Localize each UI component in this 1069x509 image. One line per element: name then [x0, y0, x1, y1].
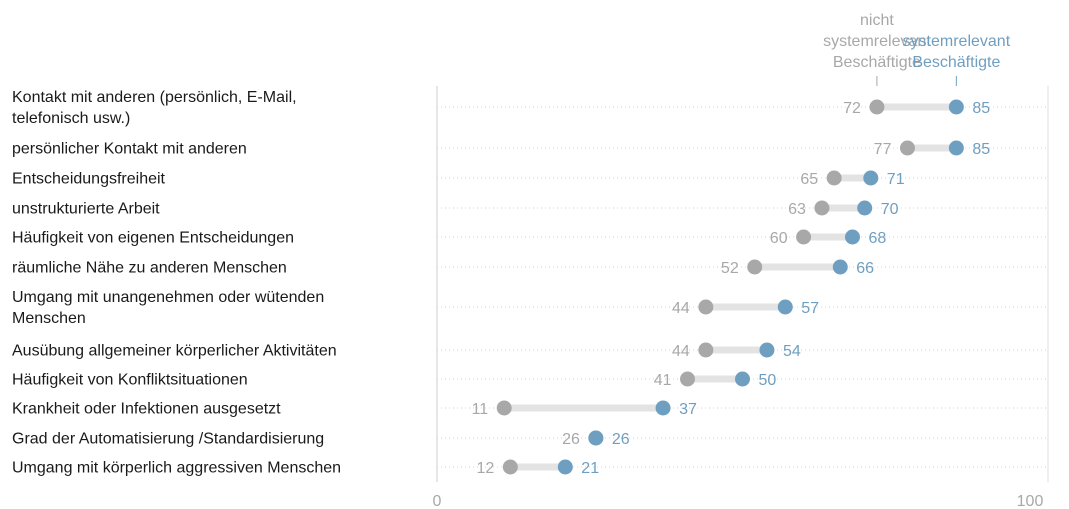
- value-label-nicht-systemrelevant: 12: [477, 460, 495, 477]
- dot-systemrelevant: [863, 170, 879, 186]
- value-label-nicht-systemrelevant: 60: [770, 230, 788, 247]
- value-label-systemrelevant: 85: [972, 141, 990, 158]
- category-label: Häufigkeit von eigenen Entscheidungen: [12, 230, 294, 247]
- category-label: Häufigkeit von Konfliktsituationen: [12, 372, 248, 389]
- dot-nicht-systemrelevant: [826, 170, 842, 186]
- category-label: Kontakt mit anderen (persönlich, E-Mail,: [12, 89, 297, 106]
- dot-layer: [496, 99, 964, 475]
- category-label: Umgang mit unangenehmen oder wütenden: [12, 289, 324, 306]
- category-label: unstrukturierte Arbeit: [12, 201, 160, 218]
- text-layer: nicht systemrelevant Beschäftigte systemrel…: [12, 12, 1043, 509]
- value-label-systemrelevant: 66: [856, 260, 874, 277]
- legend-label-systemrelevant: systemrelevant: [903, 33, 1011, 50]
- category-label: persönlicher Kontakt mit anderen: [12, 141, 247, 158]
- value-label-nicht-systemrelevant: 44: [672, 343, 690, 360]
- value-label-systemrelevant: 54: [783, 343, 801, 360]
- legend-label-nicht-systemrelevant: systemrelevant: [823, 33, 931, 50]
- dot-nicht-systemrelevant: [680, 371, 696, 387]
- legend-label-systemrelevant: Beschäftigte: [912, 54, 1000, 71]
- value-label-nicht-systemrelevant: 65: [800, 171, 818, 188]
- dot-systemrelevant: [777, 299, 793, 315]
- value-label-systemrelevant: 50: [759, 372, 777, 389]
- dot-systemrelevant: [844, 229, 860, 245]
- x-tick-label: 100: [1017, 493, 1044, 509]
- dot-systemrelevant: [655, 400, 671, 416]
- value-label-nicht-systemrelevant: 26: [562, 431, 580, 448]
- category-label: Grad der Automatisierung /Standardisieru…: [12, 431, 324, 448]
- value-label-systemrelevant: 68: [868, 230, 886, 247]
- value-label-systemrelevant: 21: [581, 460, 599, 477]
- dot-systemrelevant: [857, 200, 873, 216]
- value-label-systemrelevant: 71: [887, 171, 905, 188]
- connector-layer: [504, 103, 957, 471]
- dot-systemrelevant: [735, 371, 750, 387]
- value-label-systemrelevant: 85: [972, 100, 990, 117]
- value-label-nicht-systemrelevant: 77: [874, 141, 892, 158]
- category-label: Entscheidungsfreiheit: [12, 171, 166, 188]
- dot-nicht-systemrelevant: [814, 200, 830, 216]
- value-label-systemrelevant: 57: [801, 300, 819, 317]
- category-label: Ausübung allgemeiner körperlicher Aktivi…: [12, 343, 337, 360]
- value-label-nicht-systemrelevant: 63: [788, 201, 806, 218]
- dot-systemrelevant: [588, 430, 604, 446]
- dot-systemrelevant: [948, 140, 964, 156]
- dot-nicht-systemrelevant: [698, 299, 714, 315]
- dot-nicht-systemrelevant: [698, 342, 714, 358]
- dot-systemrelevant: [832, 259, 848, 275]
- dot-systemrelevant: [759, 342, 775, 358]
- dot-systemrelevant: [948, 99, 964, 115]
- value-label-nicht-systemrelevant: 41: [654, 372, 672, 389]
- value-label-systemrelevant: 70: [881, 201, 899, 218]
- value-label-nicht-systemrelevant: 72: [843, 100, 861, 117]
- dot-nicht-systemrelevant: [869, 99, 885, 115]
- category-label: räumliche Nähe zu anderen Menschen: [12, 260, 287, 277]
- value-label-systemrelevant: 26: [612, 431, 630, 448]
- dot-nicht-systemrelevant: [502, 459, 518, 475]
- category-label: Krankheit oder Infektionen ausgesetzt: [12, 401, 281, 418]
- legend-label-nicht-systemrelevant: nicht: [860, 12, 894, 29]
- legend-label-nicht-systemrelevant: Beschäftigte: [833, 54, 921, 71]
- x-tick-label: 0: [433, 493, 442, 509]
- dot-systemrelevant: [557, 459, 573, 475]
- value-label-nicht-systemrelevant: 11: [472, 401, 489, 418]
- value-label-nicht-systemrelevant: 52: [721, 260, 739, 277]
- dot-nicht-systemrelevant: [796, 229, 812, 245]
- category-label: Umgang mit körperlich aggressiven Mensch…: [12, 460, 341, 477]
- grid-layer: [436, 76, 1049, 482]
- value-label-nicht-systemrelevant: 44: [672, 300, 690, 317]
- dot-nicht-systemrelevant: [899, 140, 915, 156]
- dot-nicht-systemrelevant: [496, 400, 512, 416]
- category-label: Menschen: [12, 310, 86, 327]
- category-label: telefonisch usw.): [12, 110, 130, 127]
- dot-nicht-systemrelevant: [747, 259, 763, 275]
- value-label-systemrelevant: 37: [679, 401, 697, 418]
